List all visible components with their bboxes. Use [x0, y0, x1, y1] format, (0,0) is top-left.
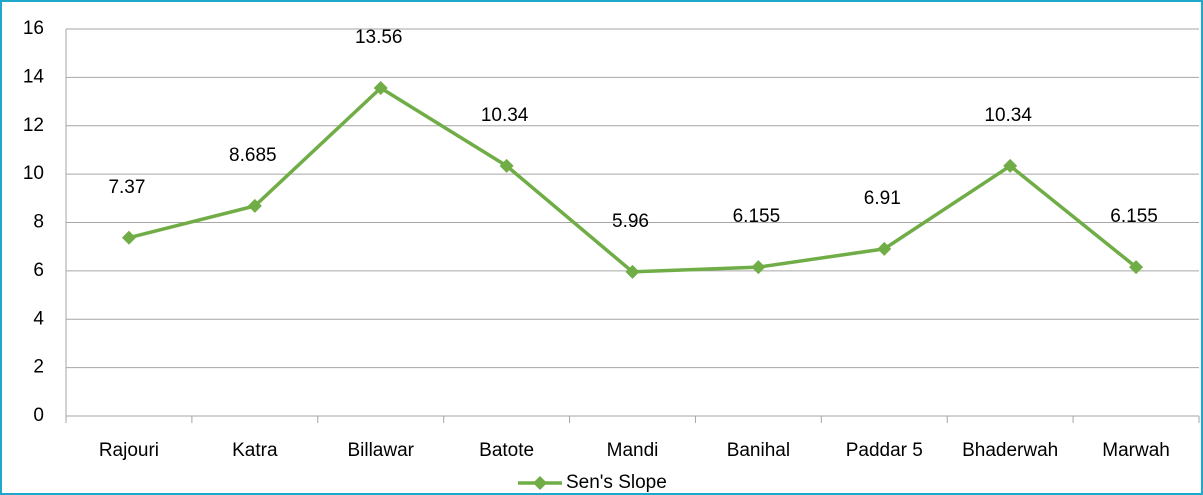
- point-marker: [121, 230, 136, 245]
- x-tick-label: Paddar 5: [846, 440, 923, 461]
- data-label: 7.37: [108, 177, 145, 198]
- data-label: 8.685: [229, 145, 277, 166]
- x-tick-label: Katra: [232, 440, 278, 461]
- y-tick-label: 16: [23, 18, 44, 39]
- data-label: 13.56: [355, 27, 403, 48]
- data-label: 10.34: [984, 105, 1032, 126]
- point-marker: [751, 260, 766, 275]
- y-tick-label: 6: [33, 260, 44, 281]
- y-tick-label: 12: [23, 115, 44, 136]
- x-tick-label: Bhaderwah: [962, 440, 1058, 461]
- y-tick-label: 0: [33, 405, 44, 426]
- y-tick-label: 8: [33, 212, 44, 233]
- x-tick-label: Banihal: [727, 440, 790, 461]
- point-marker: [373, 81, 388, 96]
- x-tick-label: Billawar: [347, 440, 414, 461]
- point-marker: [1129, 260, 1144, 275]
- y-tick-label: 10: [23, 163, 44, 184]
- legend-marker: [533, 476, 547, 490]
- y-tick-label: 14: [23, 66, 45, 87]
- legend-label: Sen's Slope: [566, 472, 667, 493]
- x-tick-label: Batote: [479, 440, 534, 461]
- x-tick-label: Rajouri: [99, 440, 159, 461]
- point-marker: [247, 198, 262, 213]
- x-tick-label: Mandi: [607, 440, 659, 461]
- x-tick-label: Marwah: [1102, 440, 1170, 461]
- data-label: 10.34: [481, 105, 529, 126]
- y-tick-label: 2: [33, 357, 44, 378]
- point-marker: [499, 158, 514, 173]
- point-marker: [1003, 158, 1018, 173]
- y-tick-label: 4: [33, 308, 44, 329]
- point-marker: [877, 241, 892, 256]
- data-label: 6.155: [733, 206, 781, 227]
- point-marker: [625, 264, 640, 279]
- data-label: 6.91: [864, 188, 901, 209]
- data-label: 5.96: [612, 211, 649, 232]
- data-label: 6.155: [1110, 206, 1158, 227]
